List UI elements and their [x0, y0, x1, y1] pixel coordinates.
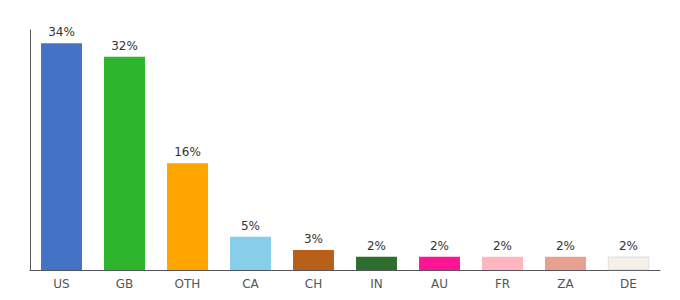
- svg-text:34%: 34%: [48, 25, 75, 39]
- svg-text:5%: 5%: [241, 219, 260, 233]
- svg-text:GB: GB: [116, 277, 134, 291]
- svg-text:OTH: OTH: [175, 277, 201, 291]
- svg-text:2%: 2%: [367, 239, 386, 253]
- svg-text:DE: DE: [620, 277, 637, 291]
- svg-text:16%: 16%: [174, 145, 201, 159]
- svg-text:2%: 2%: [430, 239, 449, 253]
- svg-text:32%: 32%: [111, 39, 138, 53]
- svg-text:ZA: ZA: [557, 277, 574, 291]
- svg-text:CH: CH: [305, 277, 322, 291]
- svg-text:CA: CA: [242, 277, 259, 291]
- svg-text:IN: IN: [370, 277, 383, 291]
- svg-text:2%: 2%: [556, 239, 575, 253]
- svg-text:FR: FR: [495, 277, 510, 291]
- svg-text:2%: 2%: [619, 239, 638, 253]
- svg-text:3%: 3%: [304, 232, 323, 246]
- svg-text:2%: 2%: [493, 239, 512, 253]
- svg-text:AU: AU: [431, 277, 448, 291]
- svg-text:US: US: [53, 277, 69, 291]
